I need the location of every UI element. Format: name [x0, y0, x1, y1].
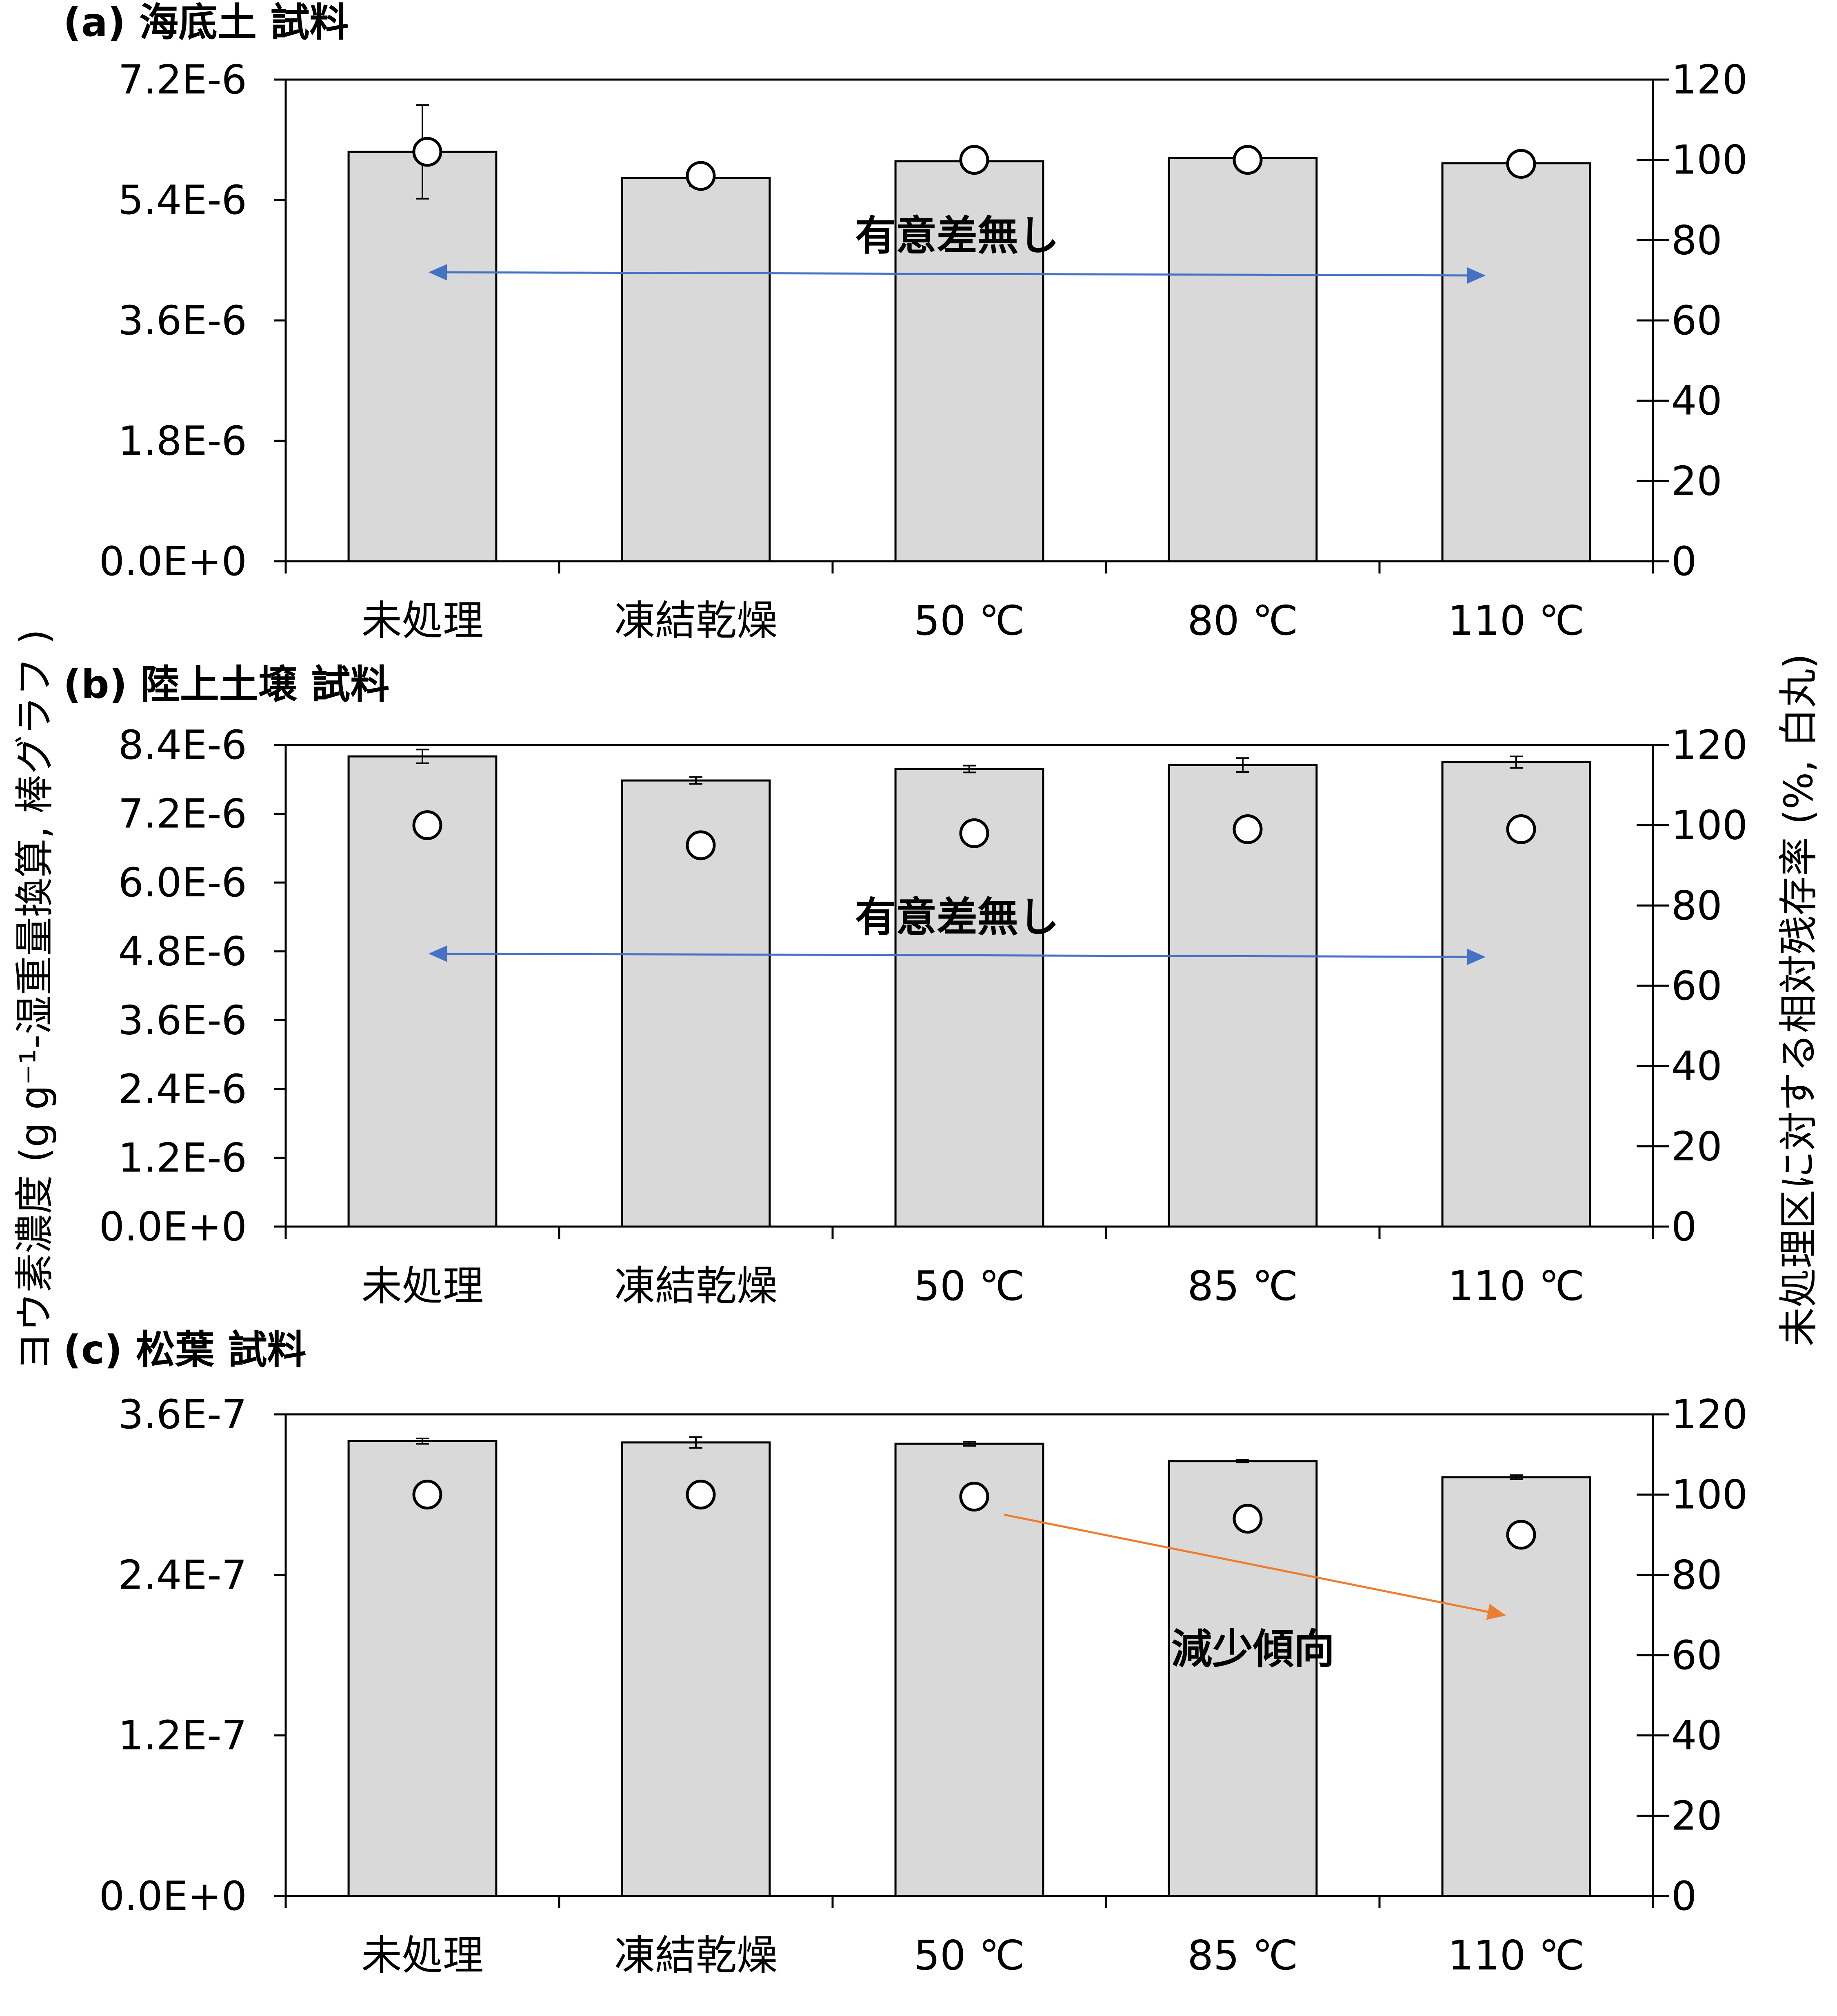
- y2-tick-label: 120: [1671, 1391, 1748, 1438]
- category-label: 110 ℃: [1448, 597, 1585, 645]
- y-tick-label: 6.0E-6: [118, 860, 247, 906]
- y2-tick-label: 120: [1671, 722, 1748, 769]
- retention-marker: [1233, 814, 1263, 844]
- retention-marker: [686, 830, 716, 860]
- y2-tick-label: 0: [1671, 1204, 1697, 1250]
- category-label: 凍結乾燥: [614, 1932, 777, 1979]
- bar: [1441, 162, 1591, 562]
- retention-marker: [959, 1482, 989, 1512]
- category-label: 50 ℃: [914, 597, 1024, 645]
- y-tick-label: 8.4E-6: [118, 722, 247, 769]
- double-arrow: [429, 264, 1486, 284]
- bar: [347, 1440, 498, 1897]
- panel-b-title: (b) 陸上土壌 試料: [63, 662, 389, 707]
- y2-tick-label: 80: [1671, 882, 1722, 929]
- annotation-text: 有意差無し: [855, 212, 1059, 260]
- panel-b: 0.0E+0 1.2E-6 2.4E-6 3.6E-6 4.8E-6 6.0E-6 7.2E…: [99, 722, 1748, 1310]
- y2-tick-label: 20: [1671, 458, 1722, 505]
- y-tick-label: 1.8E-6: [118, 418, 247, 465]
- retention-marker: [1506, 1520, 1536, 1550]
- bar: [1168, 157, 1318, 562]
- retention-marker: [1233, 1504, 1263, 1534]
- y2-tick-label: 120: [1671, 57, 1748, 103]
- retention-marker: [686, 1480, 716, 1510]
- y-tick-label: 3.6E-7: [118, 1391, 247, 1438]
- bar: [894, 1443, 1044, 1897]
- panel-a: 0.0E+0 1.8E-6 3.6E-6 5.4E-6 7.2E-6 0 20 40 60 80 1…: [99, 57, 1748, 645]
- category-label: 凍結乾燥: [614, 1262, 777, 1310]
- y-tick-label: 7.2E-6: [118, 57, 247, 103]
- y-tick-label: 5.4E-6: [118, 177, 247, 224]
- bar: [621, 177, 771, 562]
- panel-c: 0.0E+0 1.2E-7 2.4E-7 3.6E-7 0 20 40 60 80 100 120 未…: [99, 1391, 1748, 1979]
- left-axis-title: ヨウ素濃度 (g g⁻¹-湿重量換算, 棒グラフ ): [12, 629, 58, 1371]
- y2-tick-label: 20: [1671, 1793, 1722, 1839]
- category-label: 80 ℃: [1187, 597, 1298, 645]
- y-tick-label: 3.6E-6: [118, 997, 247, 1044]
- right-axis-title: 未処理区に対する相対残存率 (%, 白丸): [1776, 653, 1821, 1347]
- y2-tick-label: 80: [1671, 217, 1722, 264]
- y2-tick-label: 60: [1671, 963, 1722, 1009]
- category-label: 未処理: [361, 1262, 484, 1310]
- y2-tick-label: 80: [1671, 1552, 1722, 1598]
- category-label: 50 ℃: [914, 1932, 1024, 1979]
- y2-tick-label: 60: [1671, 298, 1722, 344]
- category-label: 未処理: [361, 1932, 484, 1979]
- double-arrow: [429, 945, 1486, 965]
- y-tick-label: 2.4E-7: [118, 1552, 247, 1598]
- y2-tick-label: 40: [1671, 1713, 1722, 1759]
- category-label: 未処理: [361, 597, 484, 645]
- y-tick-label: 1.2E-7: [118, 1713, 247, 1759]
- retention-marker: [686, 161, 716, 191]
- panels-group: 0.0E+0 1.8E-6 3.6E-6 5.4E-6 7.2E-6 0 20 40 60 80 1…: [99, 57, 1748, 1979]
- y-tick-label: 4.8E-6: [118, 929, 247, 975]
- panel-a-title: (a) 海底土 試料: [63, 0, 349, 45]
- category-label: 85 ℃: [1187, 1262, 1298, 1310]
- category-label: 110 ℃: [1448, 1262, 1585, 1310]
- y2-tick-label: 40: [1671, 378, 1722, 425]
- retention-marker: [412, 810, 442, 840]
- retention-marker: [412, 137, 442, 167]
- y-tick-label: 0.0E+0: [99, 538, 247, 585]
- retention-marker: [959, 818, 989, 848]
- category-label: 110 ℃: [1448, 1932, 1585, 1979]
- retention-marker: [1233, 145, 1263, 175]
- bar: [347, 151, 498, 562]
- bar: [894, 160, 1044, 562]
- y-tick-label: 7.2E-6: [118, 791, 247, 838]
- retention-marker: [412, 1480, 442, 1510]
- y-tick-label: 2.4E-6: [118, 1066, 247, 1113]
- retention-marker: [1506, 149, 1536, 179]
- annotation-text: 有意差無し: [855, 893, 1059, 941]
- y2-tick-label: 0: [1671, 538, 1697, 585]
- y2-tick-label: 100: [1671, 137, 1748, 184]
- panel-c-title: (c) 松葉 試料: [63, 1327, 307, 1373]
- trend-arrow: [1004, 1514, 1506, 1620]
- y2-tick-label: 100: [1671, 802, 1748, 849]
- y-tick-label: 0.0E+0: [99, 1873, 247, 1920]
- annotation-text: 減少傾向: [1171, 1625, 1335, 1673]
- bar: [1441, 761, 1591, 1228]
- y-tick-label: 0.0E+0: [99, 1204, 247, 1250]
- y-tick-label: 1.2E-6: [118, 1135, 247, 1181]
- bar: [1168, 1460, 1318, 1897]
- retention-marker: [1506, 814, 1536, 844]
- retention-marker: [959, 145, 989, 175]
- y-tick-label: 3.6E-6: [118, 298, 247, 344]
- y2-tick-label: 100: [1671, 1472, 1748, 1518]
- category-label: 凍結乾燥: [614, 597, 777, 645]
- y2-tick-label: 60: [1671, 1632, 1722, 1679]
- category-label: 50 ℃: [914, 1262, 1024, 1310]
- bar: [621, 1441, 771, 1897]
- y2-tick-label: 40: [1671, 1043, 1722, 1090]
- y2-tick-label: 20: [1671, 1123, 1722, 1170]
- category-label: 85 ℃: [1187, 1932, 1298, 1979]
- y2-tick-label: 0: [1671, 1873, 1697, 1920]
